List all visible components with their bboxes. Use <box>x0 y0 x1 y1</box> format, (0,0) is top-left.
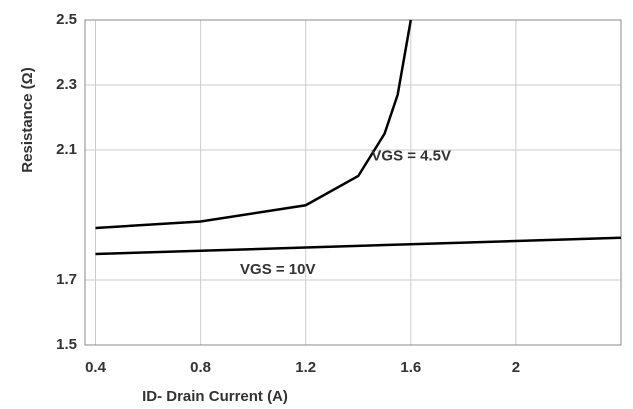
y-tick-label: 2.3 <box>56 76 77 93</box>
y-tick-label: 1.7 <box>56 271 77 288</box>
plot-frame <box>84 19 622 346</box>
series-line <box>95 19 413 230</box>
x-tick-label: 2 <box>512 359 520 376</box>
y-tick-label: 1.5 <box>56 336 77 353</box>
x-tick-label: 1.6 <box>400 359 421 376</box>
series-label: VGS = 10V <box>240 261 315 278</box>
series-label: VGS = 4.5V <box>371 147 451 164</box>
x-axis-title: ID- Drain Current (A) <box>142 388 288 405</box>
y-tick-label: 2.1 <box>56 141 77 158</box>
x-tick-label: 0.8 <box>190 359 211 376</box>
x-tick-label: 1.2 <box>295 359 316 376</box>
series-line <box>95 236 622 256</box>
y-tick-label: 2.5 <box>56 11 77 28</box>
x-tick-label: 0.4 <box>85 359 107 376</box>
y-axis-title: Resistance (Ω) <box>19 67 36 172</box>
